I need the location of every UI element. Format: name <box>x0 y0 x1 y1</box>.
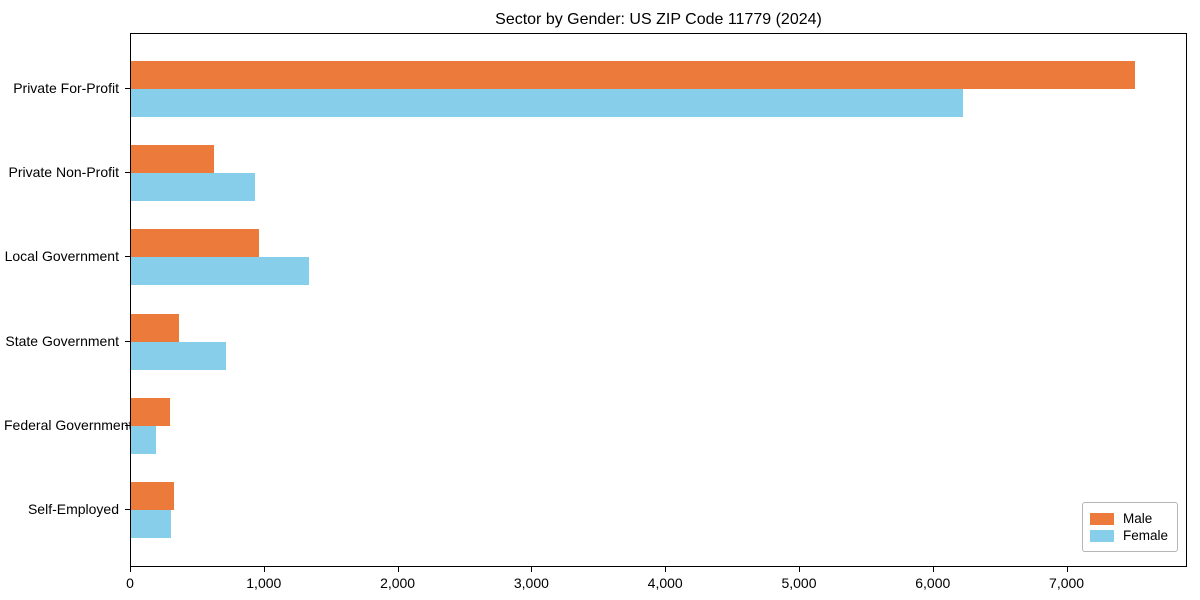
ytick-label: Self-Employed <box>27 501 119 517</box>
legend-item-male: Male <box>1089 511 1168 526</box>
bar-male-2 <box>131 145 214 174</box>
xtick-label: 4,000 <box>647 575 683 591</box>
xtick-label: 7,000 <box>1049 575 1085 591</box>
ytick-mark <box>125 424 130 426</box>
xtick-label: 2,000 <box>380 575 416 591</box>
ytick-mark <box>125 256 130 258</box>
ytick-label: Federal Government <box>4 416 133 433</box>
bar-male-4 <box>131 313 180 342</box>
bar-female-2 <box>131 173 256 202</box>
chart-title: Sector by Gender: US ZIP Code 11779 (202… <box>495 11 822 28</box>
xtick-mark <box>665 567 667 572</box>
legend-swatch-male <box>1089 512 1114 525</box>
legend-swatch-female <box>1089 529 1114 542</box>
ytick-mark <box>125 340 130 342</box>
ytick-mark <box>125 509 130 510</box>
ytick-mark <box>125 88 130 89</box>
xtick-mark <box>932 567 934 572</box>
xtick-mark <box>263 567 265 572</box>
plot-area: Male Female <box>130 33 1187 567</box>
bar-male-3 <box>131 229 260 258</box>
bar-male-6 <box>131 482 174 510</box>
bar-female-5 <box>131 425 157 454</box>
legend: Male Female <box>1081 502 1178 552</box>
y-axis: Private For-Profit Private Non-Profit Loca… <box>0 33 133 567</box>
xtick-mark <box>798 567 800 572</box>
xtick-mark <box>397 567 399 572</box>
bar-male-5 <box>131 397 170 426</box>
x-axis: 0 1,000 2,000 3,000 4,000 5,000 6,000 7,000 <box>126 567 1187 597</box>
bar-female-3 <box>131 257 309 286</box>
legend-label-female: Female <box>1122 528 1168 543</box>
bar-female-6 <box>131 510 172 538</box>
ytick-label: Private For-Profit <box>13 80 119 96</box>
ytick-label: Local Government <box>4 248 119 265</box>
bar-female-1 <box>131 89 964 117</box>
ytick-mark <box>125 172 130 174</box>
ytick-label: Private Non-Profit <box>8 164 119 181</box>
xtick-mark <box>531 567 533 572</box>
ytick-label: State Government <box>5 332 119 349</box>
legend-item-female: Female <box>1089 528 1168 543</box>
bar-male-1 <box>131 61 1135 89</box>
xtick-label: 5,000 <box>781 575 817 591</box>
xtick-label: 0 <box>126 575 134 591</box>
xtick-mark <box>130 567 131 572</box>
bar-female-4 <box>131 341 226 370</box>
xtick-label: 6,000 <box>915 575 951 591</box>
xtick-label: 1,000 <box>246 575 282 591</box>
xtick-label: 3,000 <box>513 575 549 591</box>
legend-label-male: Male <box>1122 511 1153 526</box>
xtick-mark <box>1066 567 1068 572</box>
